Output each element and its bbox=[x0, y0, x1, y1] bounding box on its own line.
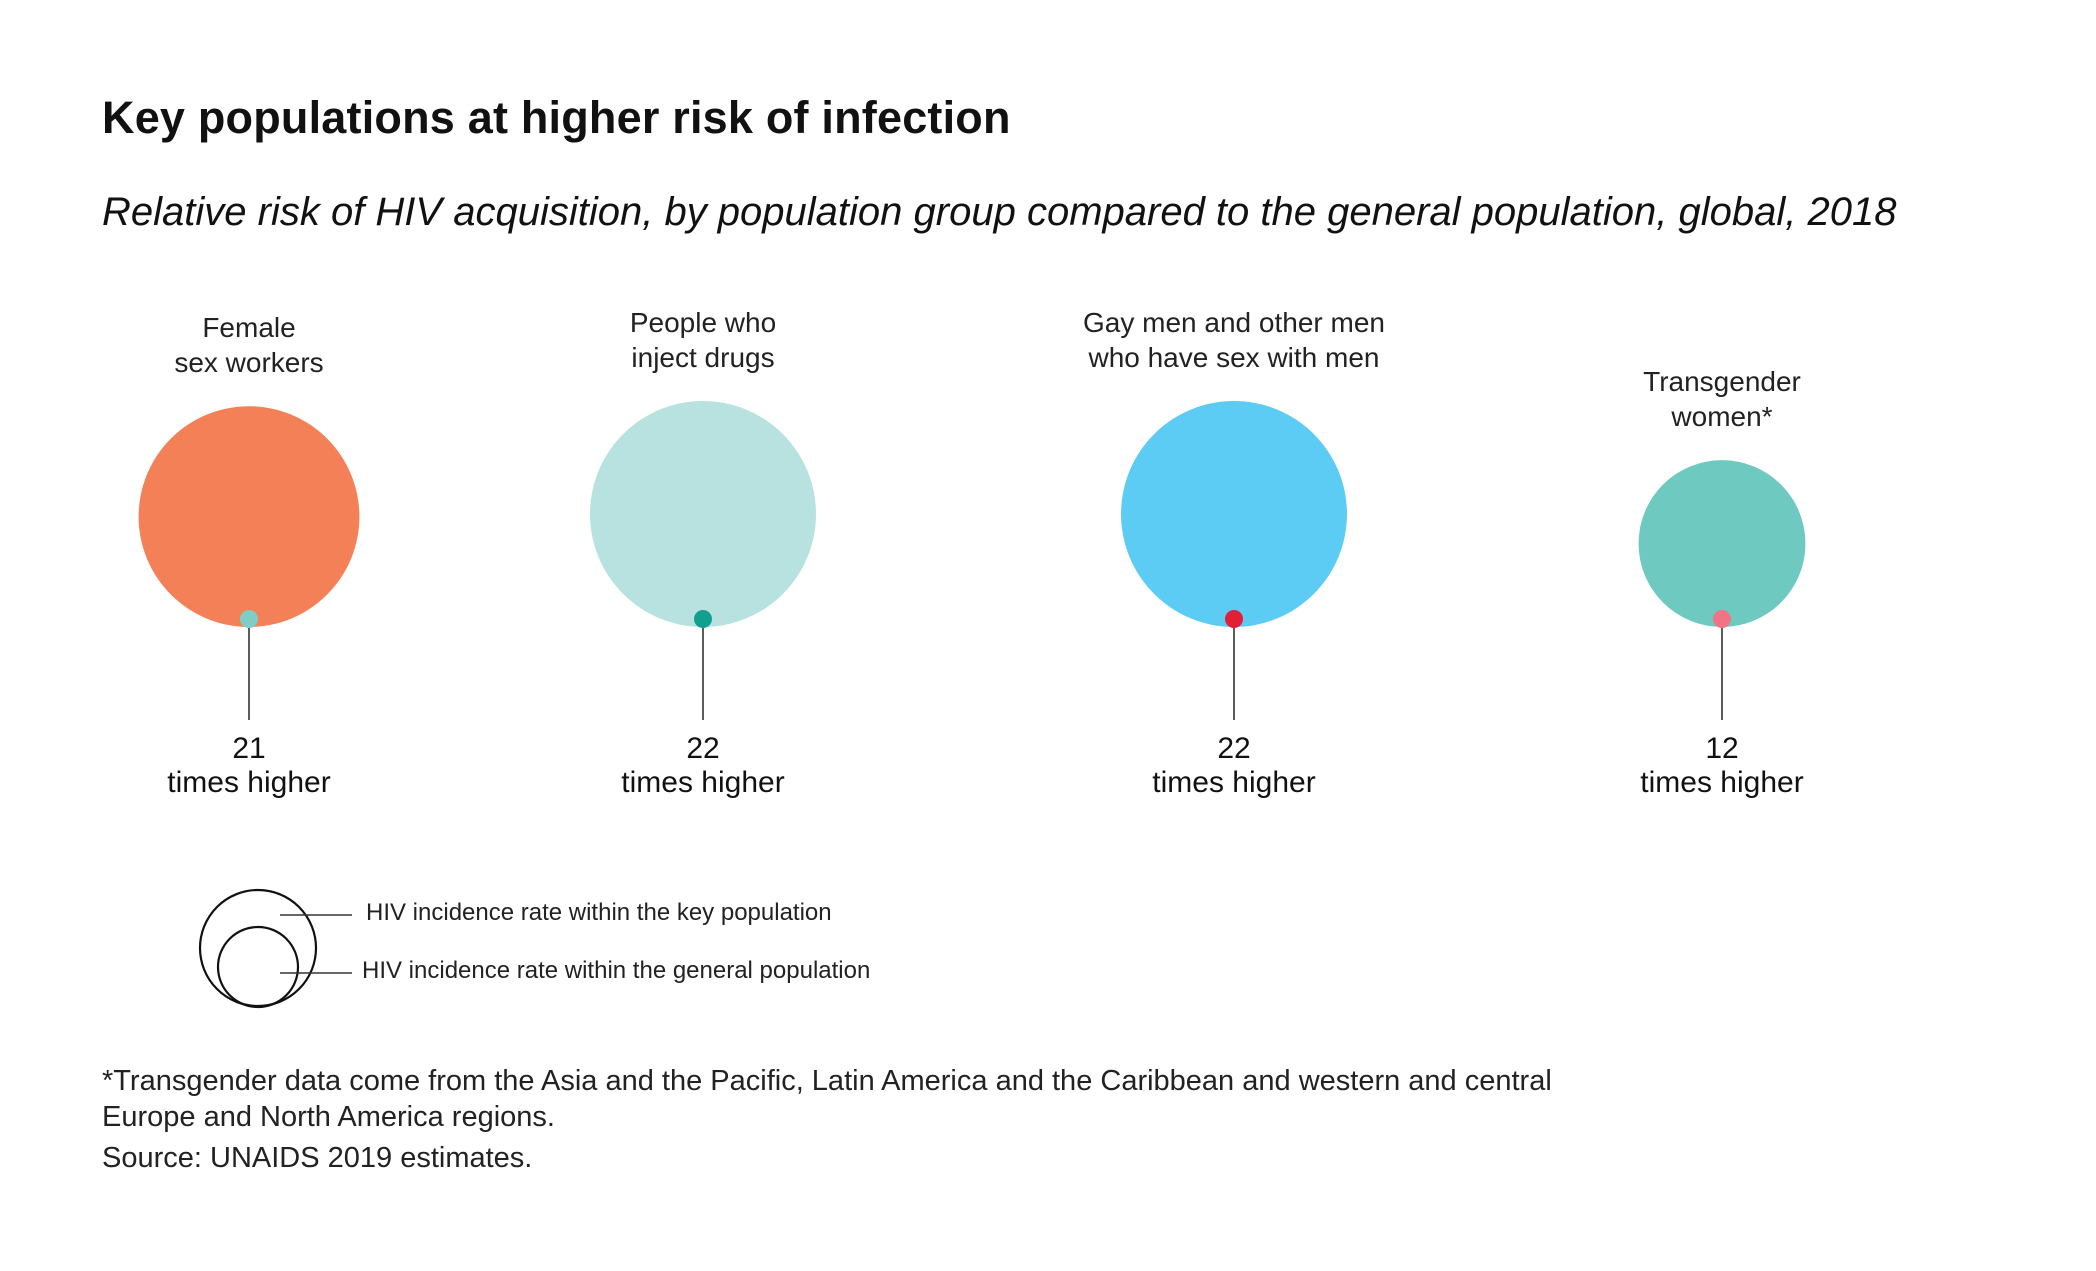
bubble-3-label-line-2: who have sex with men bbox=[1087, 342, 1379, 373]
bubble-1-inner bbox=[240, 610, 258, 628]
bubble-1-label-line-1: Female bbox=[202, 312, 295, 343]
bubble-3-label-line-1: Gay men and other men bbox=[1083, 307, 1385, 338]
bubble-1-unit: times higher bbox=[167, 766, 330, 799]
bubble-4-outer bbox=[1638, 460, 1806, 627]
bubble-2-unit: times higher bbox=[621, 766, 784, 799]
bubble-4-label-line-1: Transgender bbox=[1643, 366, 1801, 397]
bubble-2-value: 22 bbox=[686, 732, 719, 765]
chart-subtitle: Relative risk of HIV acquisition, by pop… bbox=[102, 190, 1897, 234]
legend-outer-circle bbox=[198, 888, 318, 1008]
bubble-3-inner bbox=[1225, 610, 1243, 628]
bubble-4-unit: times higher bbox=[1640, 766, 1803, 799]
bubble-3-outer bbox=[1121, 401, 1347, 627]
bubble-4-label-line-2: women* bbox=[1670, 401, 1772, 432]
footnote: *Transgender data come from the Asia and… bbox=[102, 1065, 1552, 1133]
bubble-3-value: 22 bbox=[1217, 732, 1250, 765]
bubble-2-label-line-2: inject drugs bbox=[631, 342, 774, 373]
bubble-2-label-line-1: People who bbox=[630, 307, 776, 338]
legend-label-general-population: HIV incidence rate within the general po… bbox=[362, 957, 871, 984]
source-note: Source: UNAIDS 2019 estimates. bbox=[102, 1142, 533, 1174]
legend-inner-circle bbox=[216, 925, 300, 1009]
legend-label-key-population: HIV incidence rate within the key popula… bbox=[366, 899, 832, 926]
bubble-3-unit: times higher bbox=[1152, 766, 1315, 799]
bubble-2-outer bbox=[590, 401, 816, 627]
chart-title: Key populations at higher risk of infect… bbox=[102, 92, 1011, 143]
bubble-1-value: 21 bbox=[232, 732, 265, 765]
bubble-1-outer bbox=[138, 406, 360, 627]
bubble-4-value: 12 bbox=[1705, 732, 1738, 765]
bubble-2-inner bbox=[694, 610, 712, 628]
bubble-4-inner bbox=[1713, 610, 1731, 628]
bubble-1-label-line-2: sex workers bbox=[174, 347, 323, 378]
